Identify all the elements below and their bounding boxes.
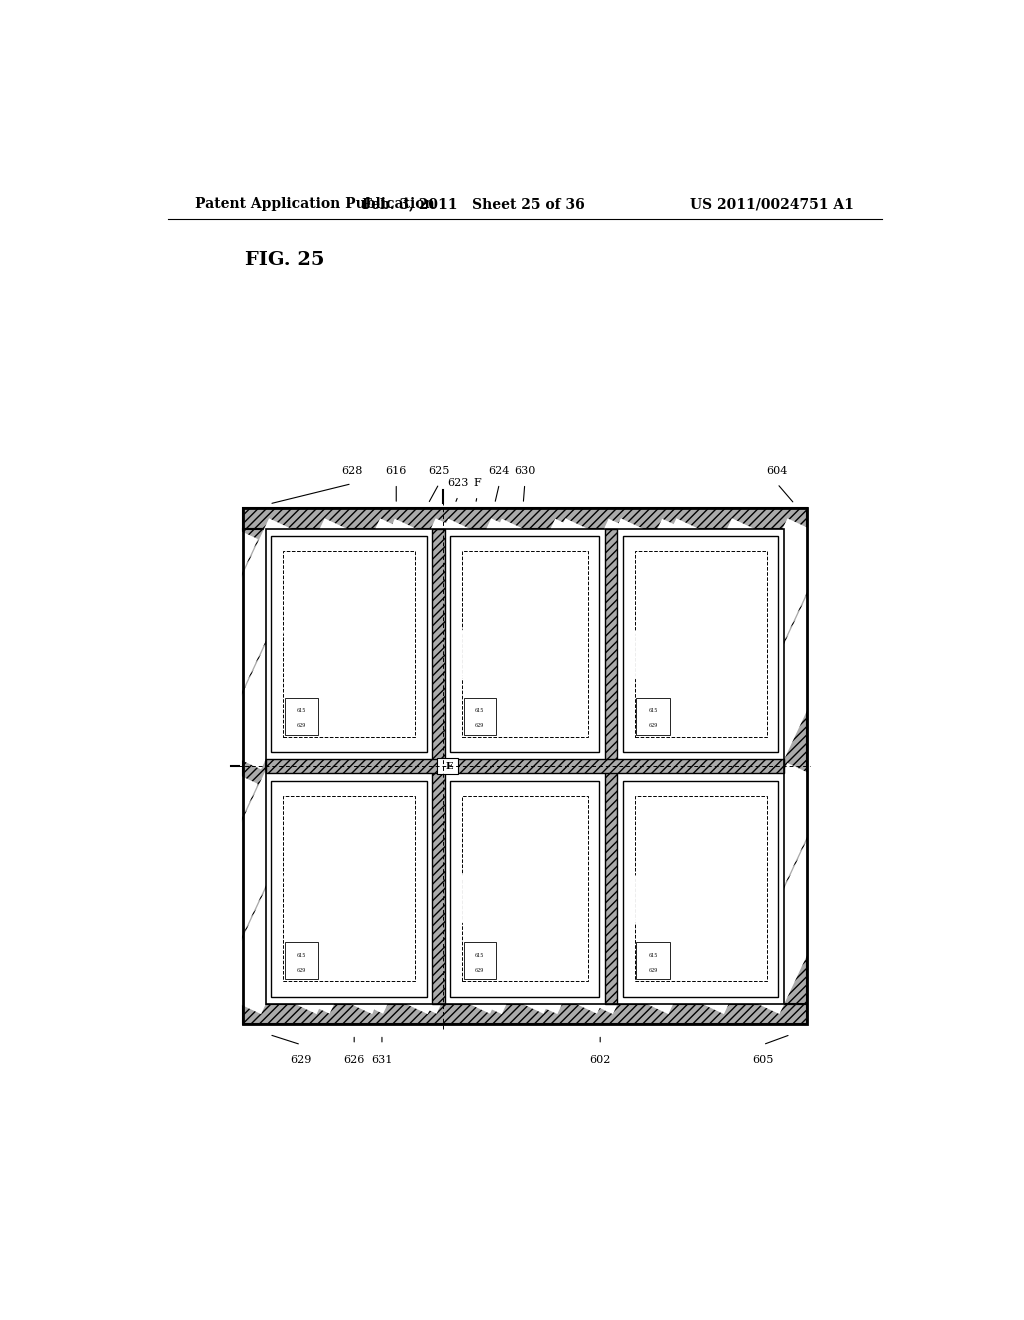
Bar [623,780,778,997]
Bar [432,529,444,1003]
Bar [265,529,784,1003]
Text: 615: 615 [297,708,306,713]
Bar [451,780,599,997]
Bar [444,774,605,1003]
Bar [437,758,458,775]
Text: Patent Application Publication: Patent Application Publication [196,197,435,211]
Text: 629: 629 [648,968,657,973]
Bar [451,536,599,752]
Bar [283,550,415,737]
Text: 615: 615 [475,953,484,958]
Bar [623,536,778,752]
Bar [271,536,427,752]
Text: 626: 626 [343,1055,365,1065]
Bar [285,942,318,979]
Bar [617,774,784,1003]
Text: US 2011/0024751 A1: US 2011/0024751 A1 [690,197,854,211]
Text: 629: 629 [291,1055,311,1065]
Bar [243,508,807,529]
Bar [243,1003,807,1024]
Bar [635,796,767,981]
Text: 623: 623 [447,478,469,487]
Text: 615: 615 [648,953,657,958]
Bar [243,529,265,1003]
Text: 616: 616 [386,466,407,475]
Bar [462,550,588,737]
Text: 624: 624 [488,466,510,475]
Text: 615: 615 [648,708,657,713]
Bar [617,529,784,759]
Text: 629: 629 [648,723,657,727]
Bar [265,759,784,774]
Bar [271,780,427,997]
Text: 628: 628 [341,466,362,475]
Text: Feb. 3, 2011   Sheet 25 of 36: Feb. 3, 2011 Sheet 25 of 36 [361,197,585,211]
Text: 602: 602 [590,1055,611,1065]
Text: 629: 629 [475,968,484,973]
Text: FIG. 25: FIG. 25 [246,251,325,269]
Bar [635,550,767,737]
Bar [462,796,588,981]
Bar [784,529,807,1003]
Text: 625: 625 [428,466,450,475]
Text: 605: 605 [753,1055,773,1065]
Text: 604: 604 [767,466,787,475]
Text: 615: 615 [475,708,484,713]
Bar [637,698,670,735]
Text: 615: 615 [297,953,306,958]
Bar [444,529,605,759]
Bar [605,529,617,1003]
Bar [283,796,415,981]
Bar [265,774,432,1003]
Bar [464,942,496,979]
Text: 631: 631 [372,1055,392,1065]
Text: 629: 629 [297,968,306,973]
Bar [464,698,496,735]
Text: E: E [445,762,453,771]
Bar [285,698,318,735]
Text: 629: 629 [297,723,306,727]
Text: 630: 630 [514,466,536,475]
Bar [265,529,432,759]
Bar [243,508,807,1024]
Text: 629: 629 [475,723,484,727]
Bar [637,942,670,979]
Text: F: F [473,478,481,487]
